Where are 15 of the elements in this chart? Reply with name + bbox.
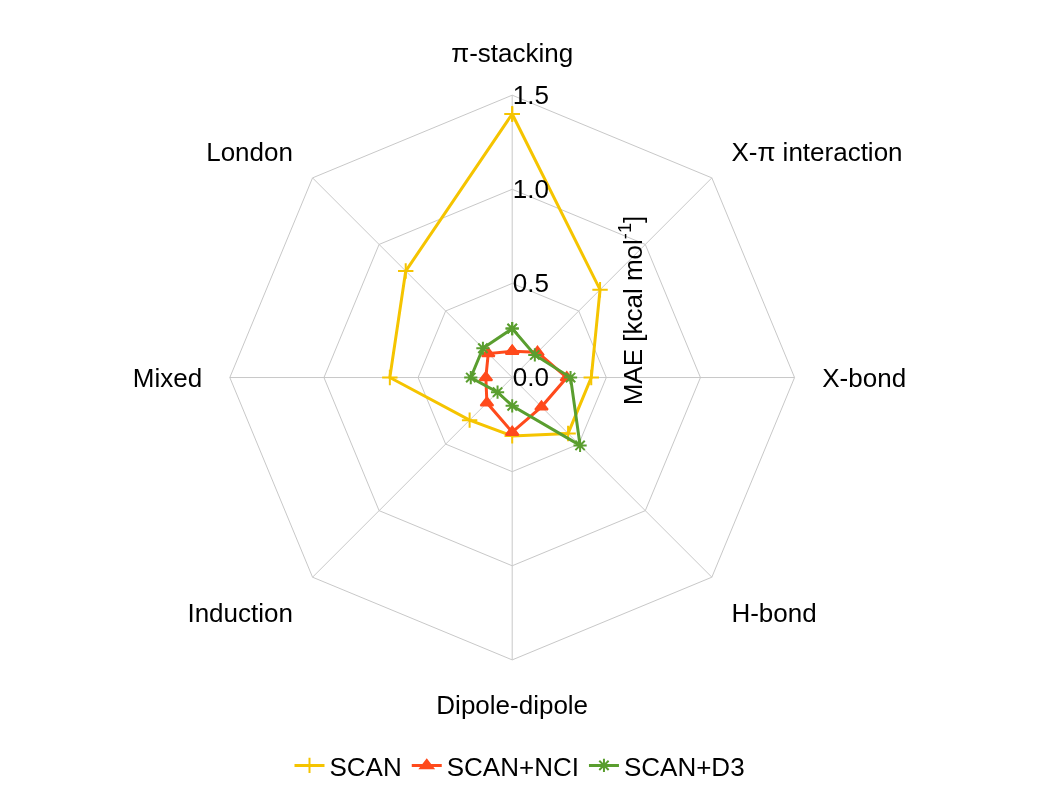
spoke-label: X-bond	[822, 362, 907, 393]
spoke-label: H-bond	[731, 597, 817, 628]
spoke-label: X-π interaction	[731, 137, 903, 168]
spoke-label: π-stacking	[451, 38, 574, 69]
spoke-label: Dipole-dipole	[436, 689, 589, 720]
spoke-label: Induction	[187, 597, 293, 628]
spoke-label: London	[206, 137, 293, 168]
legend-label: SCAN+D3	[623, 751, 745, 782]
text: 0.0	[512, 361, 549, 392]
legend-label: SCAN+NCI	[446, 751, 579, 782]
spoke-label: Mixed	[132, 362, 203, 393]
y-tick-label: 1.5	[512, 79, 549, 110]
text: 1.0	[512, 173, 549, 204]
legend-label: SCAN	[329, 751, 402, 782]
y-tick-label: 0.5	[512, 267, 549, 298]
